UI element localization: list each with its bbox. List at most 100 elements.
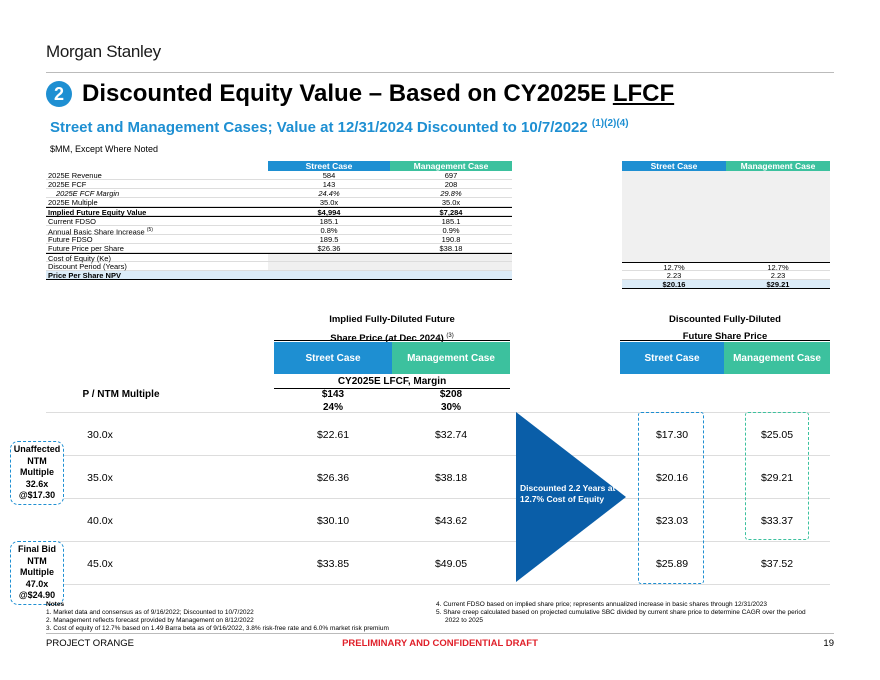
subtitle-text: Street and Management Cases; Value at 12… <box>50 119 592 136</box>
grid-divider <box>46 498 830 499</box>
header-spacer <box>46 161 268 171</box>
street-case-discounted-header: Street Case <box>620 342 724 374</box>
mgmt-value: 697 <box>444 171 458 180</box>
table-row: Cost of Equity (Ke) <box>46 252 512 263</box>
management-case-header: Management Case <box>390 161 512 171</box>
units-note: $MM, Except Where Noted <box>50 144 159 154</box>
row-label: Price Per Share NPV <box>48 271 121 281</box>
mgmt-value: $38.18 <box>439 243 463 253</box>
callout-line: 32.6x <box>25 478 49 489</box>
mgmt-value: 185.1 <box>441 217 461 227</box>
detail-table-header: Street Case Management Case <box>46 161 512 171</box>
callout-line: Unaffected <box>13 444 61 454</box>
cy-header-rule <box>274 388 510 389</box>
subtitle-notes: (1)(2)(4) <box>591 118 629 129</box>
mgmt-value: 208 <box>444 180 458 190</box>
mgmt-future-cell: $38.18 <box>434 472 468 484</box>
street-value: 35.0x <box>319 198 339 208</box>
table-row: Future Price per Share $26.36 $38.18 <box>46 244 512 253</box>
multiple-cell: 40.0x <box>87 515 113 527</box>
callout-line: Final Bid <box>18 544 56 554</box>
street-margin: 24% <box>322 402 343 413</box>
callout-line: @$24.90 <box>18 590 56 600</box>
table-row: 2025E FCF 143 208 <box>46 180 512 190</box>
implied-header-line2-wrap: Share Price (at Dec 2024) (3) <box>274 328 510 347</box>
row-label: Discount Period (Years) <box>48 261 127 271</box>
mgmt-future-cell: $43.62 <box>434 515 468 527</box>
table-row: 2025E Revenue 584 697 <box>46 171 512 181</box>
grey-filler <box>622 171 830 262</box>
discount-table-header: Street Case Management Case <box>622 161 830 171</box>
street-value: 143 <box>322 180 336 190</box>
table-row: 2025E Multiple 35.0x 35.0x <box>46 198 512 208</box>
header-divider <box>46 72 834 73</box>
notes-heading: Notes <box>46 601 65 608</box>
discounted-header-line2: Future Share Price <box>682 331 768 342</box>
grid-divider <box>46 541 830 542</box>
grid-divider <box>46 455 830 456</box>
street-value: 584 <box>322 171 336 180</box>
title-underlined: LFCF <box>612 80 675 107</box>
street-discounted-cell: $20.16 <box>655 472 689 484</box>
mgmt-discounted-cell: $25.05 <box>760 429 794 441</box>
row-label: 2025E FCF Margin <box>56 189 120 199</box>
table-row: Current FDSO 185.1 185.1 <box>46 216 512 227</box>
callout-line: 47.0x <box>25 578 49 589</box>
table-row: Annual Basic Share Increase (5) 0.8% 0.9% <box>46 225 512 237</box>
multiple-cell: 30.0x <box>87 429 113 441</box>
note-item: 2022 to 2025 <box>436 617 483 624</box>
street-case-header: Street Case <box>268 161 390 171</box>
table-row: 12.7% 12.7% <box>622 262 830 272</box>
note-item: 1. Market data and consensus as of 9/16/… <box>46 609 254 616</box>
row-label: 2025E Revenue <box>48 171 102 180</box>
discount-table: Street Case Management Case 12.7% 12.7% 2… <box>622 161 830 290</box>
title-text: Discounted Equity Value – Based on CY202… <box>82 80 674 108</box>
callout-line: NTM <box>27 555 47 566</box>
street-case-header: Street Case <box>622 161 726 171</box>
morgan-stanley-logo: Morgan Stanley <box>46 42 161 61</box>
street-future-cell: $22.61 <box>316 429 350 441</box>
row-label: Cost of Equity (Ke) <box>48 253 111 263</box>
row-label-text: Annual Basic Share Increase <box>48 227 145 237</box>
implied-header-rule <box>274 340 510 341</box>
street-value: 24.4% <box>318 189 340 199</box>
callout-line: @$17.30 <box>18 490 56 500</box>
street-value: 189.5 <box>319 234 339 244</box>
row-label: Current FDSO <box>48 217 96 227</box>
discount-arrow-shape <box>516 412 626 582</box>
street-discounted-cell: $17.30 <box>655 429 689 441</box>
street-value: $4,994 <box>317 208 341 218</box>
cy2025e-lfcf-header: CY2025E LFCF, Margin <box>337 376 447 387</box>
street-value: 12.7% <box>663 263 685 272</box>
discounted-header-rule <box>620 340 830 341</box>
notes-right: 4. Current FDSO based on implied share p… <box>436 601 836 625</box>
implied-price-header: Implied Fully-Diluted Future Share Price… <box>274 311 510 347</box>
street-discounted-cell: $23.03 <box>655 515 689 527</box>
footer-divider <box>46 633 834 634</box>
multiple-cell: 35.0x <box>87 472 113 484</box>
callout-line: NTM <box>27 455 47 466</box>
table-row: 2.23 2.23 <box>622 271 830 281</box>
multiple-cell: 45.0x <box>87 558 113 570</box>
section-number-badge: 2 <box>46 81 72 107</box>
row-label: Future Price per Share <box>48 243 124 253</box>
discount-arrow-text: Discounted 2.2 Years at 12.7% Cost of Eq… <box>520 483 616 504</box>
row-label: Future FDSO <box>48 234 93 244</box>
pntm-multiple-label: P / NTM Multiple <box>82 389 160 400</box>
street-value: 0.8% <box>320 225 338 235</box>
mgmt-value: $7,284 <box>439 208 463 218</box>
grid-divider <box>46 584 830 585</box>
page-subtitle: Street and Management Cases; Value at 12… <box>50 118 629 136</box>
table-row: $20.16 $29.21 <box>622 280 830 290</box>
mgmt-value: 2.23 <box>770 271 786 281</box>
note-item: 2. Management reflects forecast provided… <box>46 617 254 624</box>
detail-table: Street Case Management Case 2025E Revenu… <box>46 161 512 281</box>
callout-line: Multiple <box>20 567 54 577</box>
grey-filler <box>268 261 512 271</box>
street-value: $20.16 <box>662 280 686 290</box>
mgmt-future-cell: $32.74 <box>434 429 468 441</box>
callout-line: Multiple <box>20 467 54 477</box>
table-row: Implied Future Equity Value $4,994 $7,284 <box>46 207 512 218</box>
street-discounted-highlight <box>638 412 704 584</box>
implied-header-line2: Share Price (at Dec 2024) <box>330 333 447 345</box>
